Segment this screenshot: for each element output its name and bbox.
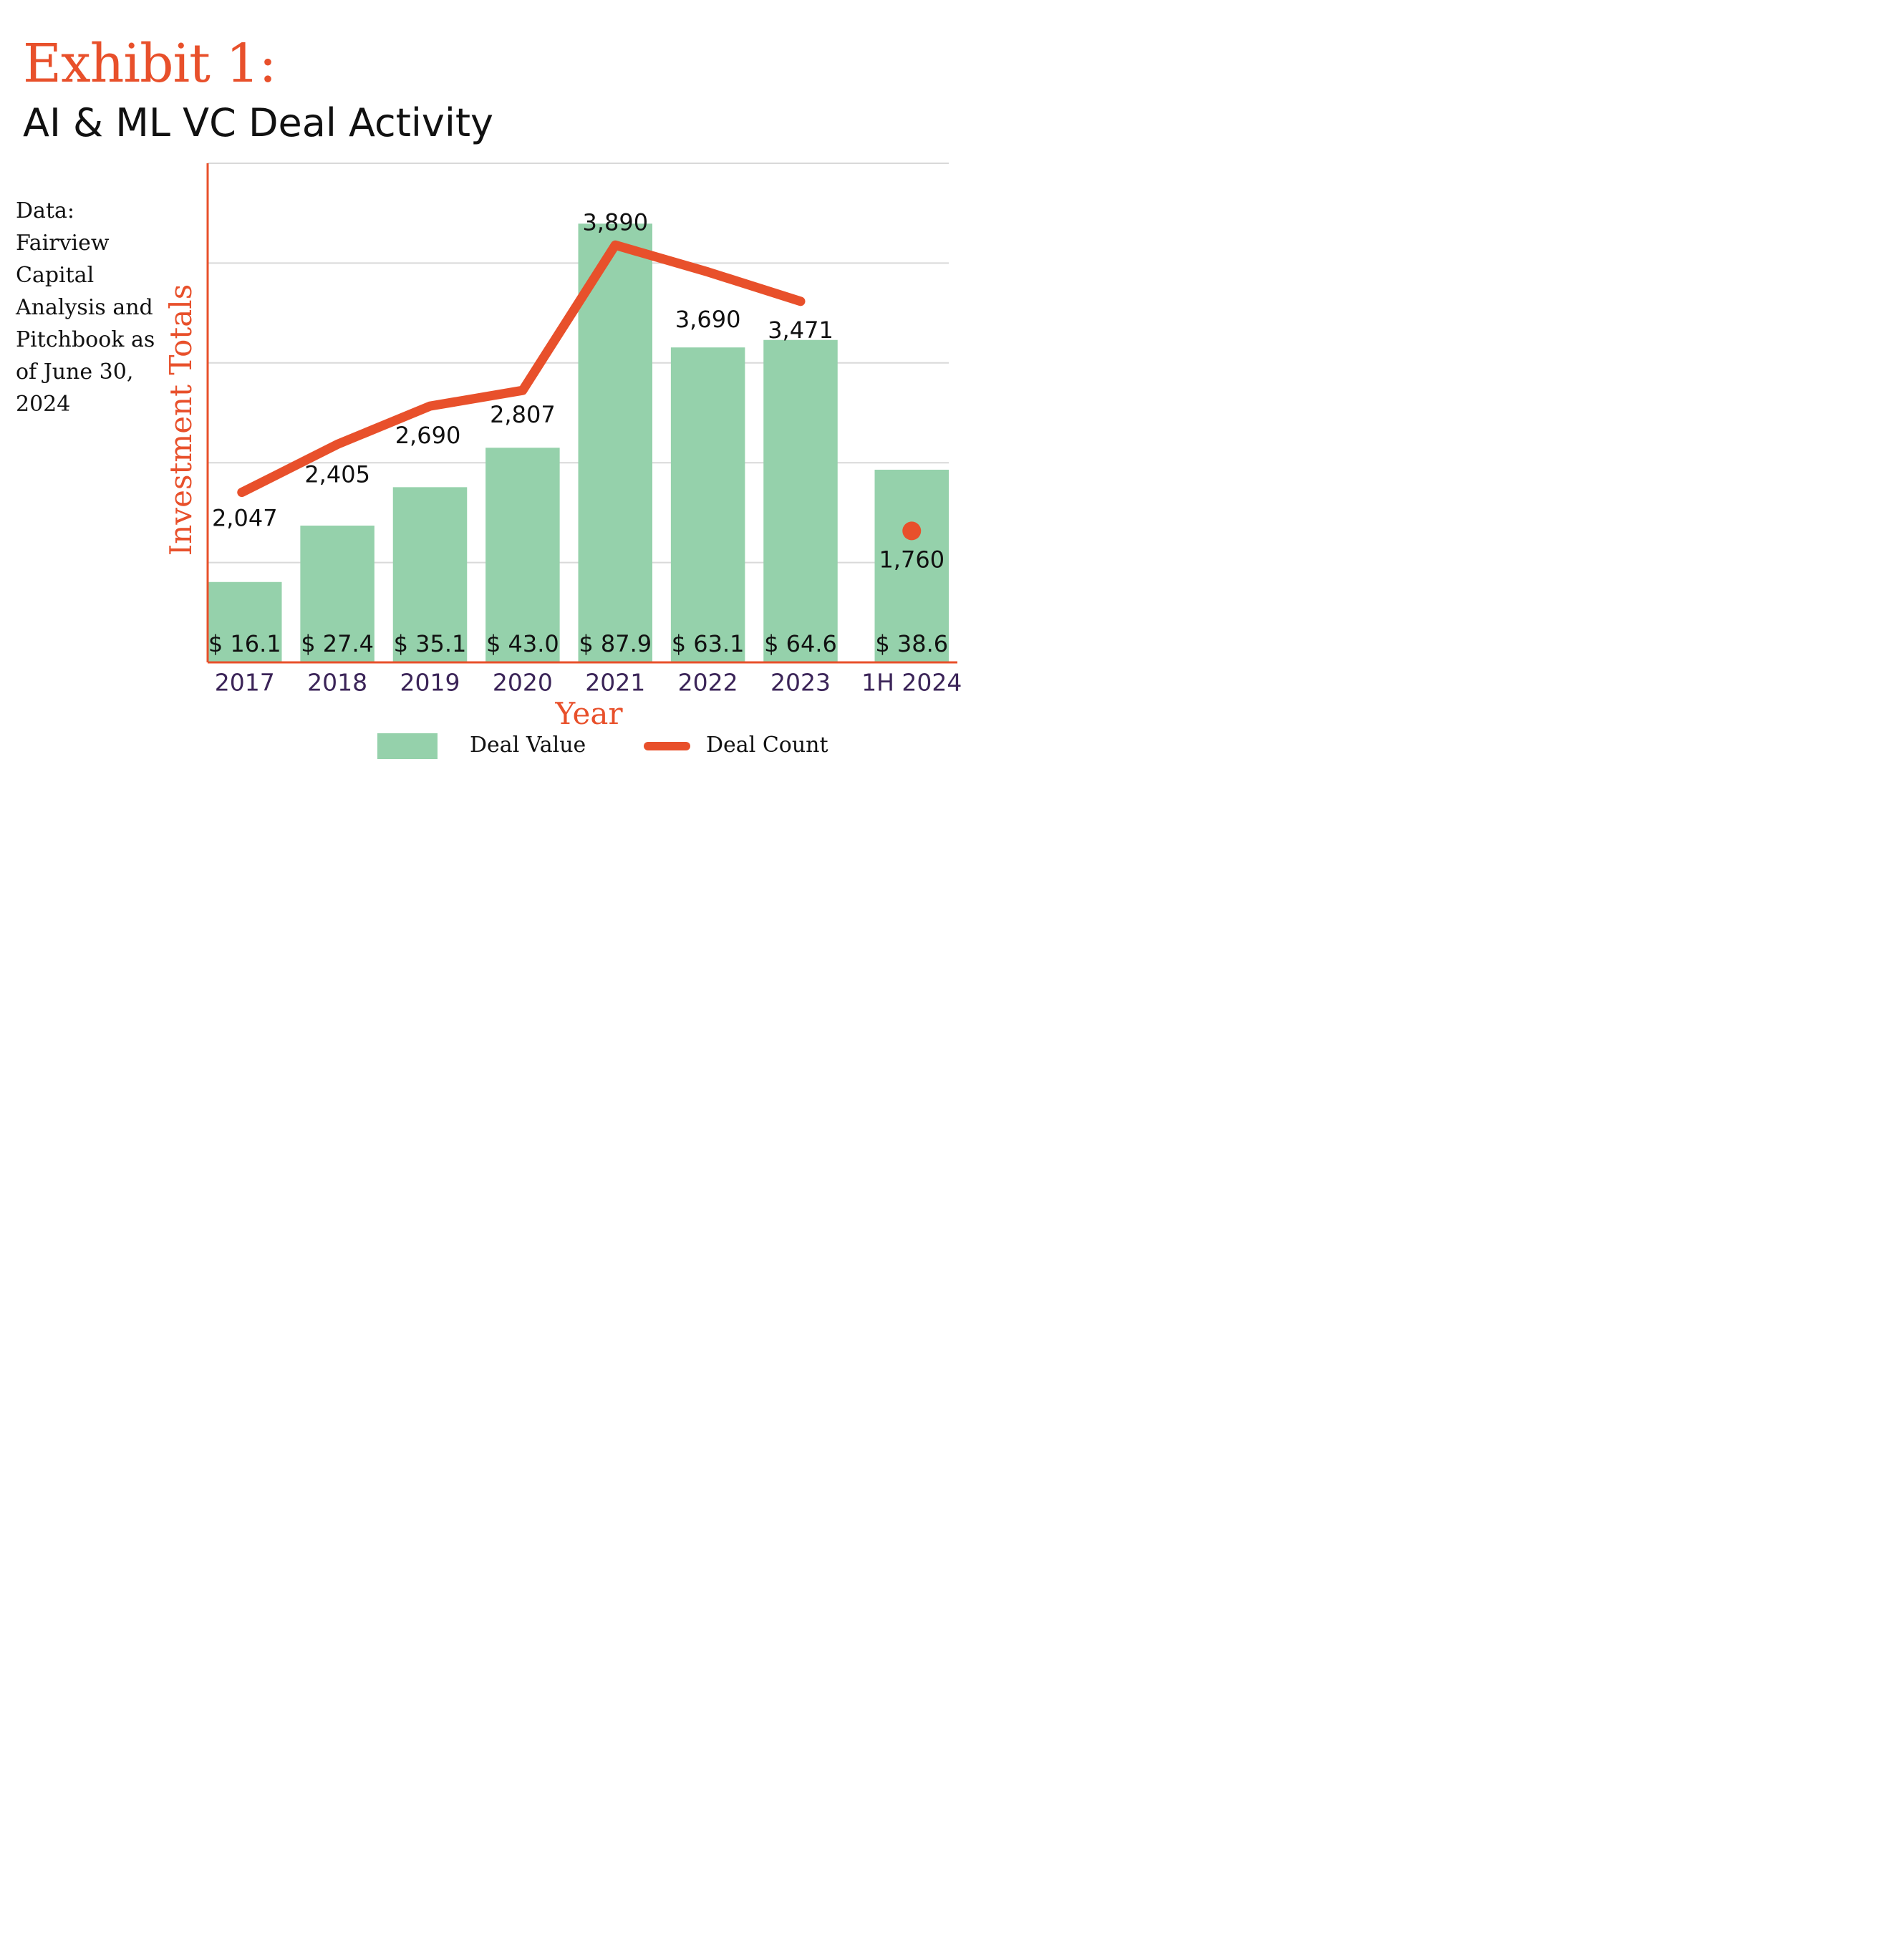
data-label-deal-value: $ 43.0 [486, 630, 559, 657]
x-tick-label: 2018 [307, 669, 367, 697]
data-labels: 2,047 2,405 2,690 2,807 3,890 3,690 3,471 1,760… [208, 208, 948, 657]
x-tick-label: 1H 2024 [861, 669, 962, 697]
legend-label-deal-value: Deal Value [470, 733, 586, 758]
x-tick-labels: 2017 2018 2019 2020 2021 2022 2023 1H 2024 [215, 669, 962, 697]
bar-deal-value [874, 469, 949, 662]
data-label-deal-value: $ 64.6 [764, 630, 837, 657]
x-tick-label: 2020 [493, 669, 553, 697]
data-label-deal-count: 3,690 [675, 306, 741, 333]
data-label-deal-count: 3,471 [768, 317, 833, 344]
data-label-deal-value: $ 38.6 [875, 630, 948, 657]
bar-deal-value [670, 347, 745, 662]
data-label-deal-count: 2,807 [490, 401, 556, 428]
legend: Deal Value Deal Count [377, 733, 828, 759]
legend-label-deal-count: Deal Count [706, 733, 828, 758]
axes [206, 163, 957, 664]
data-label-deal-value: $ 16.1 [208, 630, 281, 657]
data-label-deal-count: 2,690 [395, 422, 461, 449]
data-label-deal-value: $ 63.1 [672, 630, 745, 657]
bar-deal-value [300, 526, 374, 662]
data-label-deal-count: 2,405 [304, 461, 370, 488]
bar-deal-value [485, 448, 560, 662]
x-tick-label: 2019 [400, 669, 460, 697]
legend-swatch-deal-value [377, 733, 438, 759]
bar-deal-value [392, 487, 468, 662]
deal-count-line [237, 240, 922, 541]
deal-value-bars [208, 223, 949, 662]
bar-deal-value [578, 223, 652, 662]
data-label-deal-value: $ 87.9 [579, 630, 652, 657]
deal-count-marker [902, 521, 922, 541]
x-axis-title: Year [554, 696, 623, 731]
x-tick-label: 2022 [678, 669, 738, 697]
data-label-deal-value: $ 27.4 [301, 630, 374, 657]
data-label-deal-count: 1,760 [879, 546, 944, 573]
bar-deal-value [763, 339, 838, 662]
y-axis-title: Investment Totals [163, 284, 198, 556]
x-tick-label: 2023 [770, 669, 831, 697]
data-label-deal-count: 2,047 [212, 505, 278, 532]
exhibit-label: Exhibit 1: [23, 33, 276, 95]
x-tick-label: 2021 [585, 669, 645, 697]
chart-title: AI & ML VC Deal Activity [23, 100, 493, 145]
x-tick-label: 2017 [215, 669, 275, 697]
source-note: Data: Fairview Capital Analysis and Pitc… [16, 198, 155, 417]
deal-count-polyline [237, 240, 806, 498]
bar-deal-value [208, 581, 282, 662]
data-label-deal-value: $ 35.1 [394, 630, 467, 657]
data-label-deal-count: 3,890 [582, 208, 648, 236]
